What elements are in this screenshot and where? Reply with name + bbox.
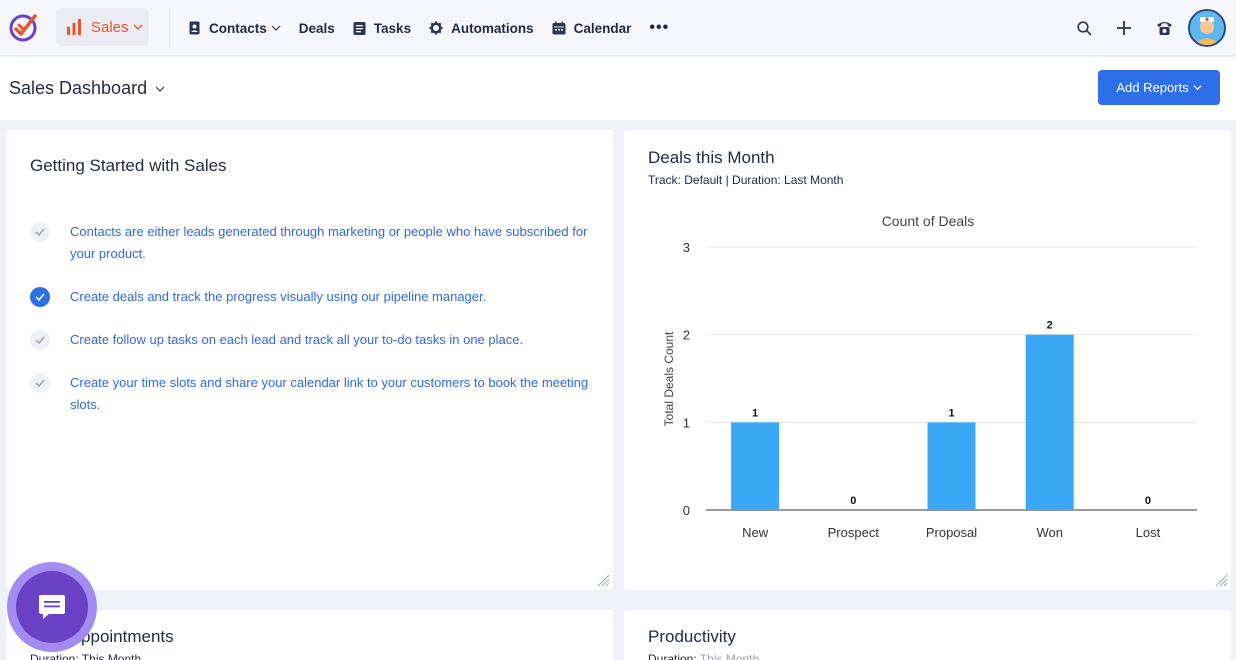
app-logo-icon[interactable] xyxy=(8,11,40,43)
page-title: Sales Dashboard xyxy=(9,78,148,98)
add-reports-button[interactable]: Add Reports xyxy=(1098,70,1220,105)
chevron-down-icon xyxy=(155,86,165,92)
resize-handle-icon[interactable] xyxy=(596,573,610,587)
bar-chart-icon xyxy=(67,19,81,35)
add-reports-label: Add Reports xyxy=(1116,80,1189,95)
check-icon xyxy=(30,222,50,242)
nav-item-tasks[interactable]: Tasks xyxy=(353,21,411,36)
nav-label: Contacts xyxy=(209,20,267,36)
module-label: Sales xyxy=(91,18,129,36)
nav-item-automations[interactable]: Automations xyxy=(429,21,534,36)
bar-value-label: 1 xyxy=(948,407,954,419)
chat-launcher-inner xyxy=(16,571,88,643)
nav-label: Tasks xyxy=(373,20,412,36)
y-tick-label: 2 xyxy=(683,328,690,343)
chevron-down-icon xyxy=(133,24,142,30)
x-tick-label: Lost xyxy=(1136,525,1161,540)
step-text[interactable]: Create deals and track the progress visu… xyxy=(70,289,487,304)
step-item[interactable]: Create your time slots and share your ca… xyxy=(30,373,590,416)
x-tick-label: New xyxy=(742,525,769,540)
contacts-icon xyxy=(189,21,200,35)
x-tick-label: Won xyxy=(1036,525,1063,540)
step-text[interactable]: Contacts are either leads generated thro… xyxy=(70,224,588,261)
chat-icon xyxy=(39,595,65,619)
chevron-down-icon xyxy=(1193,85,1202,91)
y-axis-label: Total Deals Count xyxy=(662,331,676,426)
tasks-icon xyxy=(353,22,366,35)
nav-label: Automations xyxy=(451,20,534,36)
bar-value-label: 2 xyxy=(1047,320,1053,332)
bar xyxy=(1025,334,1074,510)
search-icon xyxy=(1076,20,1091,35)
check-icon xyxy=(30,373,50,393)
deals-bar-chart: Count of Deals Total Deals Count 0 1 2 3 1 New 0… xyxy=(662,213,1197,540)
bar xyxy=(731,422,780,510)
deals-this-month-card: Deals this Month Track: Default | Durati… xyxy=(624,130,1231,590)
productivity-card: Productivity Duration: This Month xyxy=(624,610,1231,660)
y-tick-label: 3 xyxy=(683,240,690,255)
x-tick-label: Prospect xyxy=(828,525,880,540)
x-tick-label: Proposal xyxy=(926,525,977,540)
step-text[interactable]: Create your time slots and share your ca… xyxy=(70,375,589,412)
chevron-down-icon xyxy=(271,25,281,31)
total-appointments-card: Total Appointments Duration: This Month xyxy=(6,610,613,660)
nav-label: Calendar xyxy=(573,20,632,36)
top-navbar: Sales Contacts Deals Tasks xyxy=(0,0,1236,56)
user-avatar[interactable] xyxy=(1188,9,1226,47)
card-subtitle: Track: Default | Duration: Last Month xyxy=(648,173,844,187)
getting-started-card: Getting Started with Sales Contacts are … xyxy=(6,130,613,590)
dashboard-selector[interactable]: Sales Dashboard xyxy=(9,78,165,99)
calendar-icon xyxy=(552,21,566,35)
more-menu-button[interactable]: ••• xyxy=(649,19,669,37)
subtitle-value: This Month xyxy=(699,652,760,660)
check-icon xyxy=(30,287,50,307)
step-text[interactable]: Create follow up tasks on each lead and … xyxy=(70,332,524,347)
nav-label: Deals xyxy=(298,20,335,36)
bar-value-label: 0 xyxy=(1145,495,1151,507)
bar xyxy=(927,422,976,510)
step-item[interactable]: Contacts are either leads generated thro… xyxy=(30,222,590,265)
chat-launcher-button[interactable] xyxy=(7,562,97,652)
nav-item-contacts[interactable]: Contacts xyxy=(188,21,281,36)
more-icon: ••• xyxy=(649,19,670,36)
card-subtitle: Duration: This Month xyxy=(648,652,759,660)
check-icon xyxy=(30,330,50,350)
y-tick-label: 1 xyxy=(683,415,690,430)
subtitle-prefix: Duration: xyxy=(648,652,697,660)
bar-value-label: 1 xyxy=(752,407,758,419)
plus-icon xyxy=(1117,21,1131,35)
bar-value-label: 0 xyxy=(850,495,856,507)
card-subtitle: Duration: This Month xyxy=(30,652,142,660)
nav-item-calendar[interactable]: Calendar xyxy=(552,20,632,36)
main-nav: Contacts Deals Tasks xyxy=(188,0,687,56)
dashboard-header: Sales Dashboard Add Reports xyxy=(0,57,1236,120)
nav-divider xyxy=(169,10,170,46)
steps-list: Contacts are either leads generated thro… xyxy=(30,222,590,438)
search-button[interactable] xyxy=(1064,8,1104,48)
card-title: Productivity xyxy=(648,627,736,646)
chart-title: Count of Deals xyxy=(882,213,975,229)
module-switcher-button[interactable]: Sales xyxy=(56,8,149,46)
y-tick-label: 0 xyxy=(683,503,690,518)
phone-icon xyxy=(1156,22,1172,35)
step-item[interactable]: Create deals and track the progress visu… xyxy=(30,287,590,308)
avatar-icon xyxy=(1190,11,1224,45)
step-item[interactable]: Create follow up tasks on each lead and … xyxy=(30,330,590,351)
card-title: Getting Started with Sales xyxy=(30,156,227,175)
nav-item-deals[interactable]: Deals xyxy=(299,21,335,36)
resize-handle-icon[interactable] xyxy=(1214,573,1228,587)
topbar-actions xyxy=(1064,0,1236,56)
phone-button[interactable] xyxy=(1144,8,1184,48)
add-button[interactable] xyxy=(1104,8,1144,48)
card-title: Deals this Month xyxy=(648,148,775,167)
gear-icon xyxy=(429,21,443,35)
